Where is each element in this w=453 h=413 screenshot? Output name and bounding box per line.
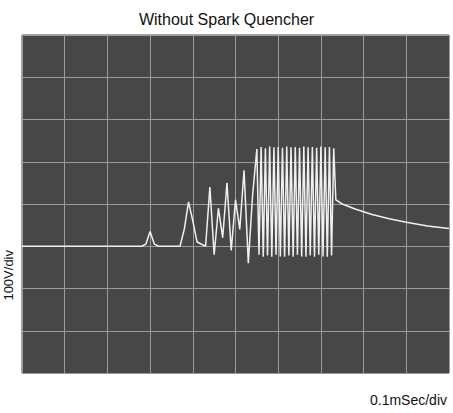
svg-text:Without Spark Quencher: Without Spark Quencher bbox=[139, 11, 315, 28]
svg-text:100V/div: 100V/div bbox=[1, 249, 16, 300]
svg-text:0.1mSec/div: 0.1mSec/div bbox=[370, 392, 447, 408]
